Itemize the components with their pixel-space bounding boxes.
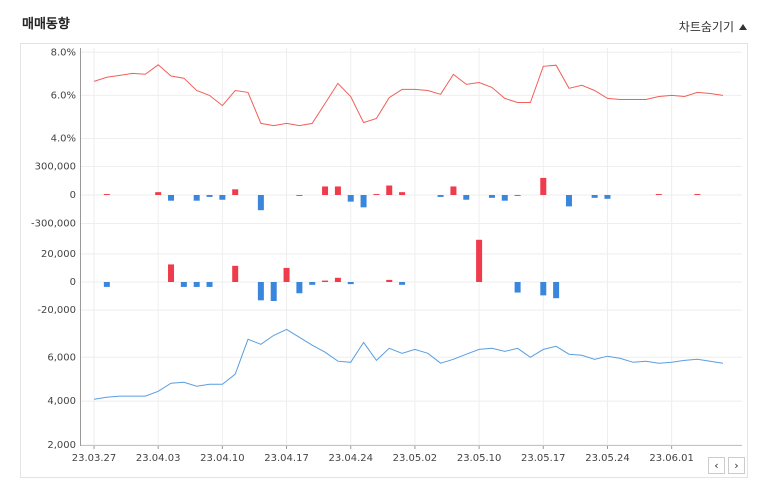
bar	[694, 194, 701, 195]
x-tick-label: 23.04.10	[200, 453, 245, 464]
bar	[257, 282, 264, 301]
bar	[232, 265, 239, 282]
bar	[604, 195, 611, 199]
bar	[322, 280, 329, 282]
y-tick-label: 4,000	[47, 396, 76, 407]
bar	[283, 267, 290, 282]
toggle-icon[interactable]	[739, 23, 747, 30]
x-tick-label: 23.04.03	[136, 453, 181, 464]
bar	[553, 282, 560, 299]
x-tick-label: 23.04.17	[264, 453, 309, 464]
x-tick-label: 23.03.27	[72, 453, 117, 464]
bar	[360, 195, 367, 208]
bar	[168, 264, 175, 282]
bar	[257, 195, 264, 211]
bar	[219, 195, 226, 200]
bar	[296, 195, 303, 196]
bar	[386, 279, 393, 282]
bar	[322, 186, 329, 195]
x-tick-label: 23.05.10	[457, 453, 502, 464]
x-tick-label: 23.05.24	[585, 453, 630, 464]
bar	[399, 192, 406, 195]
bar	[103, 282, 110, 287]
bar	[373, 194, 380, 195]
bar	[309, 282, 316, 285]
bar	[655, 194, 662, 195]
y-tick-label: 0	[70, 277, 76, 288]
bar	[386, 185, 393, 195]
prev-button[interactable]: ‹	[708, 457, 725, 474]
y-tick-label: 2,000	[47, 440, 76, 451]
bar	[168, 195, 175, 201]
bar	[476, 239, 483, 282]
bar	[180, 282, 187, 287]
bar	[540, 282, 547, 296]
bar	[347, 282, 354, 285]
bar	[296, 282, 303, 294]
next-button[interactable]: ›	[728, 457, 745, 474]
y-tick-label: -300,000	[31, 218, 76, 229]
bar	[270, 282, 277, 301]
y-tick-label: 8.0%	[51, 47, 76, 58]
bar	[437, 195, 444, 197]
bar	[334, 186, 341, 195]
bar	[565, 195, 572, 207]
bar	[514, 282, 521, 293]
bar	[206, 282, 213, 287]
bar	[155, 192, 162, 195]
bar	[334, 277, 341, 282]
bar	[232, 189, 239, 195]
x-tick-label: 23.05.02	[393, 453, 438, 464]
y-tick-label: 6,000	[47, 352, 76, 363]
bar	[206, 195, 213, 197]
y-tick-label: -20,000	[37, 305, 76, 316]
y-tick-label: 6.0%	[51, 90, 76, 101]
toggle-chart[interactable]: 차트숨기기	[679, 18, 747, 35]
bar	[399, 282, 406, 285]
line-series	[93, 64, 724, 127]
bar	[347, 195, 354, 202]
bar	[514, 195, 521, 196]
x-tick-label: 23.04.24	[328, 453, 373, 464]
bar	[463, 195, 470, 200]
y-tick-label: 4.0%	[51, 134, 76, 145]
y-tick-label: 20,000	[41, 249, 76, 260]
toggle-label[interactable]: 차트숨기기	[678, 20, 734, 34]
bar	[450, 186, 457, 195]
bar	[591, 195, 598, 198]
bar	[540, 177, 547, 195]
bar	[193, 282, 200, 287]
x-tick-label: 23.05.17	[521, 453, 566, 464]
section-title: 매매동향	[22, 17, 70, 32]
bar	[193, 195, 200, 201]
line-series	[93, 328, 724, 400]
x-tick-label: 23.06.01	[649, 453, 694, 464]
y-tick-label: 0	[70, 190, 76, 201]
y-tick-label: 300,000	[35, 162, 76, 173]
bar	[488, 195, 495, 198]
bar	[103, 194, 110, 195]
chart-border	[20, 43, 748, 478]
bar	[501, 195, 508, 201]
